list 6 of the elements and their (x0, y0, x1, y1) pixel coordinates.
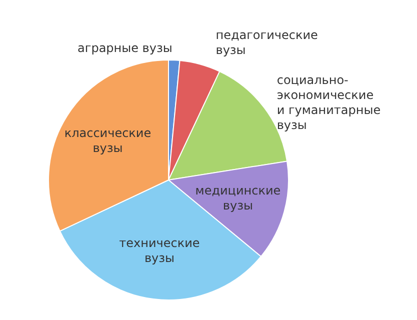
slice-label: медицинские вузы (195, 184, 281, 213)
slice-label: классические вузы (64, 126, 152, 156)
slice-label: технические вузы (119, 236, 200, 266)
slice-label: педагогические вузы (216, 28, 318, 58)
slice-label: аграрные вузы (78, 40, 172, 55)
slice-label: социально-экономические и гуманитарные вузы (276, 72, 381, 132)
